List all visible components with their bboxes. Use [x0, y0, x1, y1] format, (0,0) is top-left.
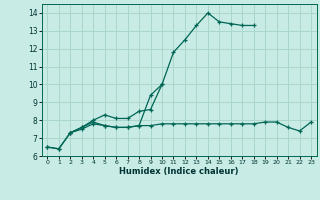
- X-axis label: Humidex (Indice chaleur): Humidex (Indice chaleur): [119, 167, 239, 176]
